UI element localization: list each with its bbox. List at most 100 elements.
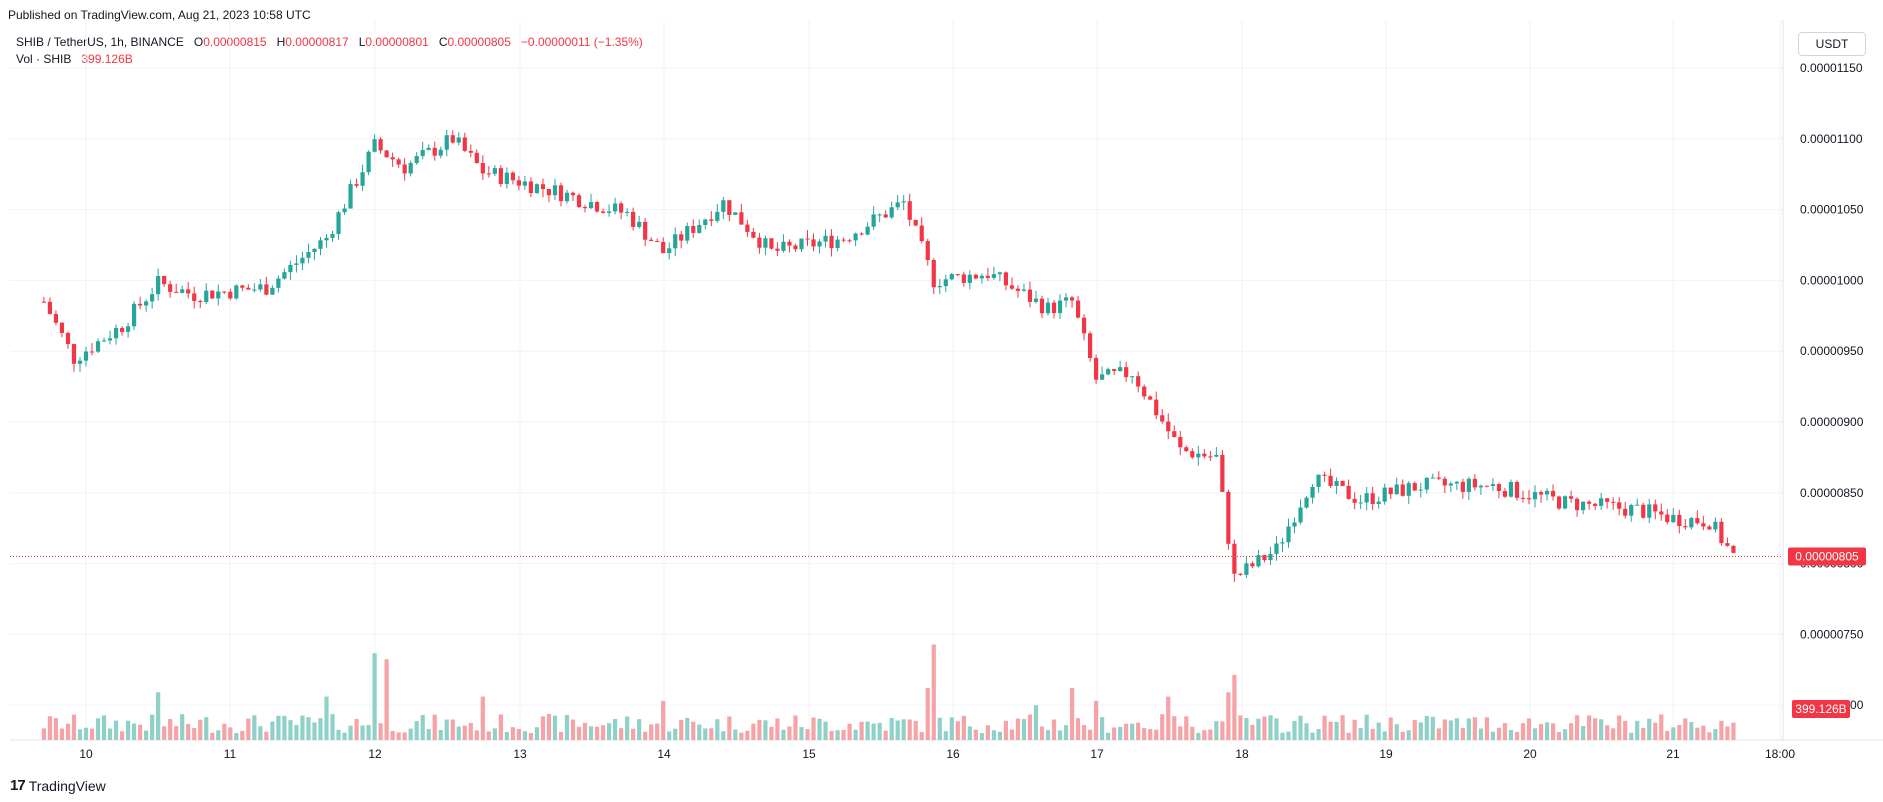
high-label: H [276, 35, 286, 49]
volume-bar [1454, 718, 1459, 740]
candle-body [168, 284, 173, 292]
volume-bar [631, 728, 636, 740]
x-tick-label: 19 [1379, 747, 1393, 761]
volume-bar [336, 729, 341, 740]
volume-bar [1484, 717, 1490, 740]
candle-body [1142, 386, 1147, 397]
volume-bar [835, 730, 840, 740]
volume-bar [1430, 716, 1435, 740]
candle-body [1430, 477, 1435, 479]
candle-body [150, 294, 155, 302]
volume-bar [1160, 714, 1165, 740]
volume-bar [246, 718, 251, 740]
volume-bar [685, 717, 690, 740]
volume-bar [787, 726, 792, 740]
x-tick-label: 14 [657, 747, 671, 761]
volume-bar [1713, 729, 1718, 740]
candle-body [1124, 367, 1129, 378]
volume-bar [733, 729, 738, 740]
candle-body [71, 344, 77, 364]
volume-bar [1508, 730, 1514, 740]
candle-body [859, 233, 864, 235]
volume-bar [396, 732, 401, 740]
volume-bar [1623, 720, 1628, 740]
candle-body [1202, 453, 1207, 457]
candle-body [1568, 496, 1574, 499]
candle-body [438, 149, 443, 156]
volume-bar [288, 720, 293, 740]
volume-bar [125, 720, 131, 740]
candle-body [823, 235, 828, 242]
volume-bar [1244, 718, 1249, 740]
volume-bar [468, 722, 473, 740]
candle-body [342, 208, 347, 213]
volume-bar [1611, 728, 1616, 740]
candle-body [77, 360, 83, 364]
candle-body [775, 248, 780, 251]
volume-bar [871, 723, 876, 740]
candle-body [384, 150, 389, 158]
volume-bar [564, 714, 570, 740]
candle-body [1003, 272, 1009, 286]
volume-bar [1106, 732, 1111, 740]
candle-body [1166, 421, 1171, 432]
candle-body [180, 289, 185, 293]
candle-body [871, 214, 876, 227]
candle-body [943, 279, 948, 287]
volume-bar [1683, 718, 1688, 740]
candle-body [1148, 396, 1153, 400]
candle-body [793, 245, 798, 250]
volume-bar [186, 724, 191, 740]
candle-body [234, 285, 239, 299]
candle-body [1538, 492, 1544, 495]
volume-bar [643, 731, 648, 740]
volume-bar [1605, 725, 1610, 740]
symbol-label: SHIB / TetherUS, 1h, BINANCE [16, 35, 184, 49]
volume-bar [462, 725, 467, 740]
volume-bar [324, 696, 329, 740]
candle-body [546, 189, 552, 196]
candle-body [1574, 498, 1580, 511]
candle-body [1262, 555, 1267, 561]
volume-bar [751, 723, 756, 740]
candle-body [606, 211, 612, 213]
candle-body [131, 303, 137, 327]
candle-body [1226, 491, 1231, 544]
volume-bar [1220, 721, 1225, 740]
candle-body [300, 257, 305, 264]
currency-button[interactable]: USDT [1798, 32, 1866, 56]
candle-body [673, 234, 678, 249]
volume-bar [71, 714, 77, 740]
candle-body [1587, 501, 1592, 504]
candle-body [246, 287, 251, 290]
candle-body [1400, 484, 1405, 496]
y-tick-label: 0.00000950 [1800, 344, 1864, 358]
candle-body [637, 221, 642, 227]
volume-bar [588, 726, 594, 740]
volume-bar [1581, 726, 1586, 740]
volume-bar [1641, 727, 1646, 740]
brand-footer[interactable]: 17 TradingView [10, 777, 106, 794]
volume-bar [925, 687, 930, 740]
volume-bar [150, 714, 155, 740]
candle-body [1442, 478, 1447, 486]
candle-body [1364, 493, 1369, 503]
x-tick-label: 13 [513, 747, 527, 761]
volume-bar [1550, 723, 1556, 740]
volume-bar [1514, 731, 1520, 740]
candle-body [1436, 477, 1441, 479]
candle-body [1069, 297, 1075, 301]
candle-body [270, 287, 275, 295]
candle-body [1484, 485, 1490, 487]
y-tick-label: 0.00000850 [1800, 486, 1864, 500]
volume-bar [113, 720, 119, 740]
candle-body [1550, 490, 1556, 497]
candle-body [1160, 415, 1165, 422]
candle-body [125, 326, 131, 332]
volume-bar [486, 731, 491, 740]
volume-bar [1677, 724, 1682, 740]
volume-bar [1725, 726, 1730, 740]
volume-bar [1250, 724, 1255, 740]
candle-body [426, 147, 431, 150]
